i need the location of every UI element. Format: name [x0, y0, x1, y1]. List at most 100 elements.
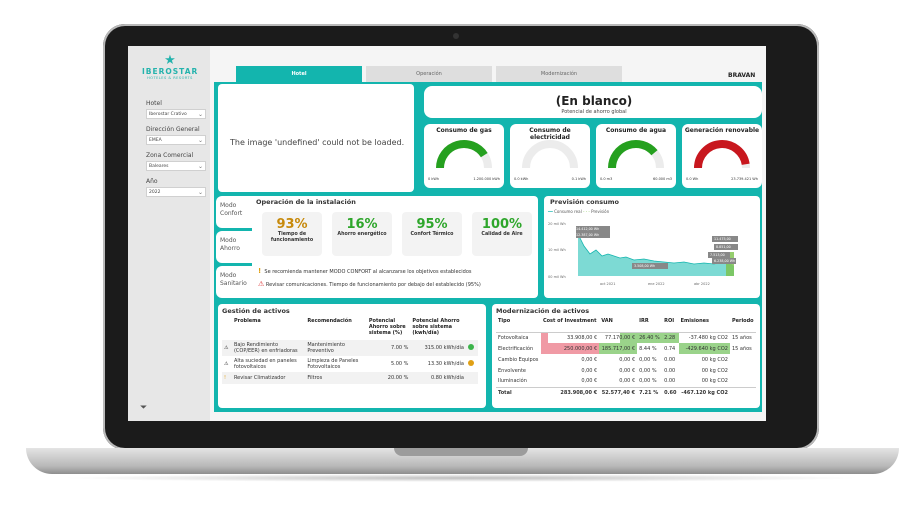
- gauge-gas-max: 1.200.000 kWh: [473, 177, 500, 181]
- col-irr[interactable]: IRR: [639, 318, 649, 324]
- cell-emisiones: -37.480 kg CO2: [688, 334, 728, 341]
- table-row[interactable]: Fotovoltaica 33.908,00 € 77.170,00 € 26.…: [496, 332, 756, 343]
- status-empty: [466, 372, 478, 384]
- modernization-card: Modernización de activos Tipo Cost of In…: [492, 304, 760, 408]
- label-box-3: [712, 236, 738, 242]
- table-row[interactable]: Cambio Equipos 0,00 € 0,00 € 0,00 % 0.00…: [496, 354, 756, 365]
- kpi-energy-saving-value: 16%: [346, 217, 378, 232]
- mode-confort-tab[interactable]: Modo Confort: [216, 196, 256, 228]
- hotel-select-value: Iberostar Crativo: [149, 112, 187, 117]
- hotel-select[interactable]: Iberostar Crativo ⌄: [146, 109, 206, 119]
- cell-van: 0,00 €: [619, 378, 636, 385]
- cell-pct: 7.00 %: [390, 345, 409, 351]
- forecast-title: Previsión consumo: [550, 198, 619, 206]
- cell-cost: 0,00 €: [581, 378, 598, 385]
- data-label-1: 14.412,00 Wh: [576, 227, 600, 231]
- col-problema[interactable]: Problema: [233, 318, 261, 324]
- label-box-5: [708, 252, 730, 258]
- webcam-icon: [453, 33, 459, 39]
- total-emisiones: -467.120 kg CO2: [681, 390, 728, 397]
- image-error-message: The image 'undefined' could not be loade…: [230, 138, 405, 147]
- cell-recommendation: Filtros: [307, 375, 323, 381]
- cell-cost: 0,00 €: [581, 367, 598, 374]
- tab-operacion[interactable]: Operación: [366, 66, 492, 82]
- gauge-renewable: Generación renovable 0.0 Wh 23.739.421 W…: [682, 124, 762, 188]
- legend-line-forecast-icon: - - -: [582, 209, 590, 214]
- col-roi[interactable]: ROI: [664, 318, 675, 324]
- gauge-water-min: 0.0 m3: [600, 177, 613, 181]
- kpi-air-quality-value: 100%: [481, 217, 523, 232]
- total-periodo: [730, 387, 756, 399]
- table-row[interactable]: Envolvente 0,00 € 0,00 € 0,00 % 0.00 00 …: [496, 365, 756, 376]
- tab-hotel[interactable]: Hotel: [236, 66, 362, 82]
- forecast-area-chart: [576, 226, 738, 276]
- mode-sanitario-tab[interactable]: Modo Sanitario: [216, 266, 256, 298]
- col-periodo[interactable]: Periodo: [731, 318, 754, 324]
- cell-periodo: 15 años: [731, 334, 752, 341]
- total-tipo: Total: [498, 390, 512, 397]
- bravan-logo: BRAVAN: [728, 72, 756, 79]
- cell-roi: 2.28: [662, 332, 679, 343]
- col-emisiones[interactable]: Emisiones: [680, 318, 710, 324]
- cell-problem: Alta suciedad en paneles fotovoltaicos: [233, 358, 297, 370]
- col-tipo[interactable]: Tipo: [498, 318, 511, 324]
- cell-tipo: Electrificación: [498, 345, 534, 352]
- table-row[interactable]: Iluminación 0,00 € 0,00 € 0,00 % 0.00 00…: [496, 376, 756, 387]
- filter-label-direccion: Dirección General: [146, 126, 200, 133]
- gauge-water-title: Consumo de agua: [605, 127, 667, 134]
- tab-modernizacion[interactable]: Modernización: [496, 66, 622, 82]
- cell-roi: 0.00: [664, 367, 676, 374]
- label-box-1: [576, 226, 610, 232]
- col-recomendacion[interactable]: Recomendación: [307, 318, 352, 324]
- cell-irr: 0,00 %: [639, 356, 657, 363]
- direccion-select[interactable]: EMEA ⌄: [146, 135, 206, 145]
- consumption-line: [577, 233, 723, 265]
- legend-forecast: Previsión: [591, 209, 610, 214]
- data-label-5: 7.513,00: [710, 253, 725, 257]
- gauge-renewable-fill: [694, 140, 750, 169]
- total-cost: 283.908,00 €: [560, 390, 598, 397]
- year-select[interactable]: 2022 ⌄: [146, 187, 206, 197]
- saving-potential-card: [424, 86, 762, 118]
- modernization-title: Modernización de activos: [496, 307, 590, 315]
- cell-pct: 5.00 %: [390, 361, 409, 367]
- cell-tipo: Envolvente: [498, 367, 526, 374]
- gauge-gas: Consumo de gas 0 kWh 1.200.000 kWh: [424, 124, 504, 188]
- warning-icon: ⚠: [224, 361, 229, 367]
- cell-roi: 0.00: [664, 356, 676, 363]
- zona-select[interactable]: Baleares ⌄: [146, 161, 206, 171]
- table-row[interactable]: ⚠ Alta suciedad en paneles fotovoltaicos…: [222, 356, 478, 372]
- cell-irr: 26.40 %: [637, 332, 663, 343]
- year-select-value: 2022: [149, 190, 161, 195]
- cell-irr: 0,00 %: [639, 378, 657, 385]
- chevron-down-icon: ⌄: [197, 137, 203, 144]
- table-row[interactable]: Electrificación 250.000,00 € 185.717,00 …: [496, 343, 756, 354]
- col-van[interactable]: VAN: [601, 318, 613, 324]
- chevron-down-icon: ⌄: [197, 111, 203, 118]
- total-roi: 0.60: [664, 390, 677, 397]
- hotel-image-area: [218, 84, 414, 192]
- mode-ahorro-tab[interactable]: Modo Ahorro: [216, 231, 256, 263]
- gauge-electricity: Consumo de electricidad 0.0 kWh 0.1 kWh: [510, 124, 590, 188]
- zona-select-value: Baleares: [149, 164, 169, 169]
- cell-van: 77.170,00 €: [599, 332, 638, 343]
- gauge-gas-fill: [436, 140, 488, 169]
- kpi-thermal-comfort: 95% Confort Térmico: [402, 212, 462, 256]
- filter-label-zona: Zona Comercial: [146, 152, 194, 159]
- cell-roi: 0.00: [664, 378, 676, 385]
- col-cost[interactable]: Cost of Investment: [542, 318, 597, 324]
- direccion-select-value: EMEA: [149, 138, 162, 143]
- col-ahorro-kwh[interactable]: Potencial Ahorro sobre sistema (kwh/día): [412, 318, 460, 336]
- alert-text: Revisar comunicaciones. Tiempo de funcio…: [265, 282, 481, 288]
- col-ahorro-pct[interactable]: Potencial Ahorro sobre sistema (%): [368, 318, 406, 336]
- cell-tipo: Cambio Equipos: [498, 356, 539, 363]
- cell-van: 0,00 €: [619, 367, 636, 374]
- cell-emisiones: 00 kg CO2: [701, 367, 728, 374]
- table-row[interactable]: ! Revisar Climatizador Filtros 20.00 % 0…: [222, 372, 478, 384]
- cell-emisiones: -429.640 kg CO2: [678, 343, 730, 354]
- laptop-shadow: [60, 474, 863, 482]
- warning-icon: ⚠: [224, 345, 229, 351]
- table-row[interactable]: ⚠ Bajo Rendimiento (COP/EER) en enfriado…: [222, 340, 478, 356]
- logo-tagline: HOTELES & RESORTS: [147, 76, 193, 80]
- filter-icon[interactable]: ⏷: [140, 403, 148, 413]
